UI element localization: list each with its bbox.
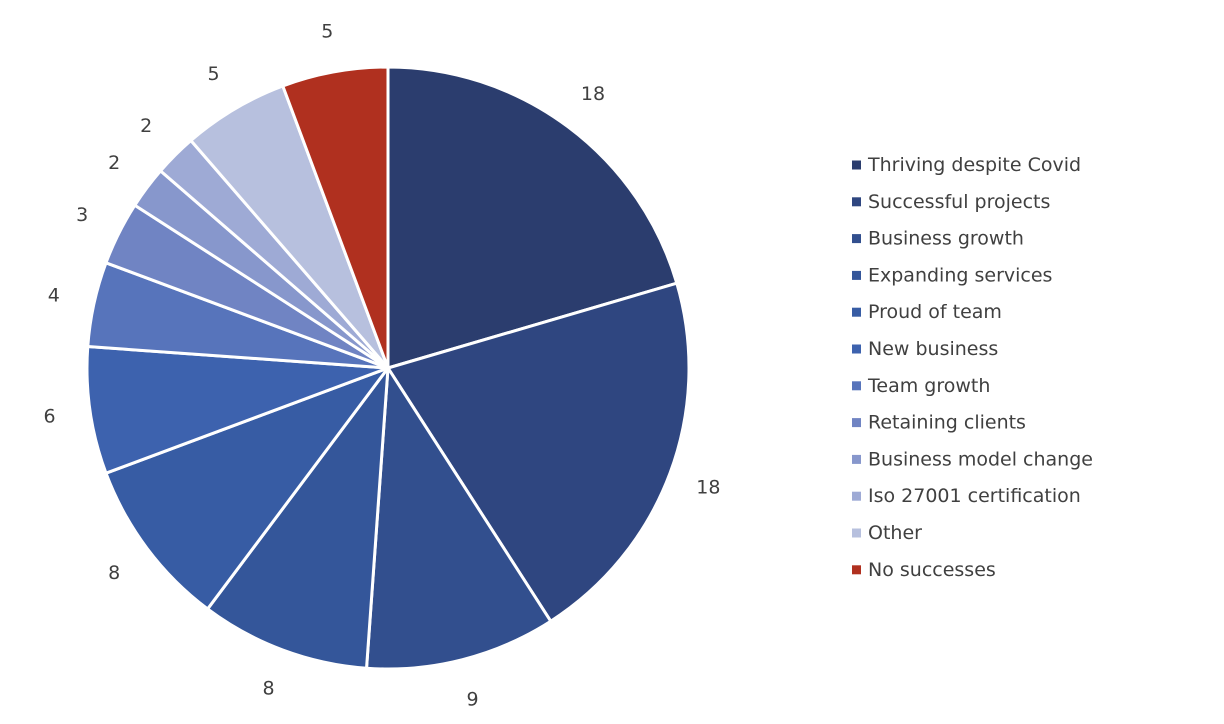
- legend-swatch: [852, 270, 861, 280]
- pie-slice-expanding-services: [206, 366, 390, 670]
- pie-slice-new-business: [85, 345, 390, 475]
- data-label-iso-27001-certification: 2: [140, 115, 152, 137]
- legend-item-iso-27001-certification: Iso 27001 certification: [852, 485, 1081, 507]
- legend-label: Business model change: [868, 448, 1093, 470]
- legend-item-other: Other: [852, 522, 922, 544]
- legend-swatch: [852, 160, 861, 170]
- data-label-new-business: 6: [43, 406, 55, 428]
- legend-item-proud-of-team: Proud of team: [852, 301, 1002, 323]
- legend-swatch: [852, 454, 861, 464]
- legend-label: Successful projects: [868, 191, 1050, 213]
- data-label-business-growth: 9: [467, 688, 479, 710]
- legend-swatch: [852, 381, 861, 391]
- legend-swatch: [852, 418, 861, 428]
- legend-swatch: [852, 344, 861, 354]
- legend-swatch: [852, 234, 861, 244]
- legend-label: Other: [868, 522, 922, 544]
- legend-item-successful-projects: Successful projects: [852, 191, 1050, 213]
- legend-item-no-successes: No successes: [852, 559, 996, 581]
- legend-item-retaining-clients: Retaining clients: [852, 412, 1026, 434]
- legend-label: New business: [868, 338, 998, 360]
- legend-item-new-business: New business: [852, 338, 998, 360]
- pie-slice-no-successes: [281, 65, 390, 370]
- legend-swatch: [852, 307, 861, 317]
- legend-item-team-growth: Team growth: [852, 375, 990, 397]
- legend-item-business-model-change: Business model change: [852, 448, 1093, 470]
- legend-item-thriving-despite-covid: Thriving despite Covid: [852, 154, 1081, 176]
- legend-swatch: [852, 197, 861, 207]
- legend-label: Team growth: [867, 375, 990, 397]
- data-label-proud-of-team: 8: [108, 562, 120, 584]
- data-label-expanding-services: 8: [262, 677, 274, 699]
- legend-label: Proud of team: [868, 301, 1002, 323]
- data-label-team-growth: 4: [48, 284, 60, 306]
- legend-item-expanding-services: Expanding services: [852, 264, 1052, 286]
- legend-label: Business growth: [868, 228, 1024, 250]
- pie-slice-proud-of-team: [104, 366, 390, 611]
- pie-slice-thriving-despite-covid: [386, 65, 679, 370]
- legend-label: Iso 27001 certification: [868, 485, 1081, 507]
- legend-label: Expanding services: [868, 264, 1052, 286]
- data-label-business-model-change: 2: [108, 152, 120, 174]
- legend-item-business-growth: Business growth: [852, 228, 1024, 250]
- pie-slices: [85, 65, 691, 671]
- legend-swatch: [852, 528, 861, 538]
- data-label-thriving-despite-covid: 18: [581, 83, 605, 105]
- data-label-no-successes: 5: [321, 20, 333, 42]
- data-label-retaining-clients: 3: [76, 204, 88, 226]
- legend-label: Thriving despite Covid: [867, 154, 1081, 176]
- legend-label: No successes: [868, 559, 996, 581]
- data-labels: 18 18 9 8 8 6 4 3 22 5 5: [43, 20, 720, 710]
- legend-swatch: [852, 491, 861, 501]
- legend: Thriving despite Covid Successful project…: [852, 154, 1093, 581]
- data-label-other: 5: [207, 63, 219, 85]
- pie-slice-business-growth: [365, 366, 553, 671]
- legend-swatch: [852, 565, 861, 575]
- pie-slice-successful-projects: [386, 281, 691, 623]
- data-label-successful-projects: 18: [696, 477, 720, 499]
- legend-label: Retaining clients: [868, 412, 1026, 434]
